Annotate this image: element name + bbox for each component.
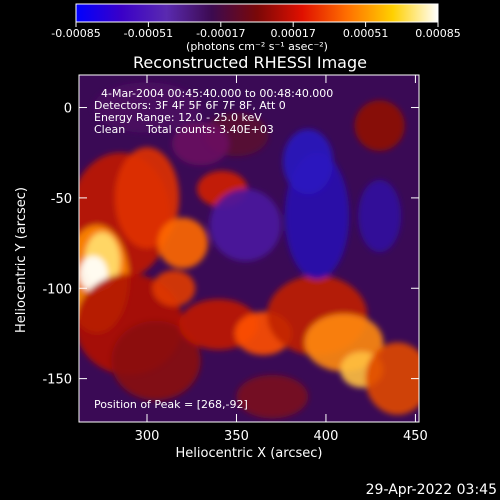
annotation-detectors: Detectors: 3F 4F 5F 6F 7F 8F, Att 0 [94, 99, 286, 112]
colorbar-tick-label: 0.00017 [270, 27, 316, 40]
x-tick-label: 300 [135, 429, 160, 444]
plot-frame [78, 74, 420, 423]
colorbar-tick-label: -0.00051 [124, 27, 173, 40]
colorbar-tick-label: 0.00085 [415, 27, 461, 40]
x-tick-label: 350 [224, 429, 249, 444]
annotation-clean: Clean [94, 123, 125, 136]
annotation-energy: Energy Range: 12.0 - 25.0 keV [94, 111, 262, 124]
footer-timestamp: 29-Apr-2022 03:45 [366, 482, 497, 498]
x-tick-label: 400 [314, 429, 339, 444]
x-axis-label: Heliocentric X (arcsec) [176, 446, 323, 461]
annotation-total-counts: Total counts: 3.40E+03 [145, 123, 274, 136]
chart-title: Reconstructed RHESSI Image [133, 53, 367, 72]
annotation-time-range: 4-Mar-2004 00:45:40.000 to 00:48:40.000 [101, 87, 333, 100]
y-tick-label: 0 [64, 102, 72, 117]
y-axis-label: Heliocentric Y (arcsec) [14, 187, 29, 333]
colorbar-ticks: -0.00085 -0.00051 -0.00017 0.00017 0.00051 0.… [51, 22, 461, 40]
y-tick-label: -150 [42, 373, 72, 388]
annotation-peak-position: Position of Peak = [268,-92] [94, 398, 248, 411]
colorbar-tick-label: 0.00051 [343, 27, 389, 40]
colorbar-tick-label: -0.00085 [51, 27, 100, 40]
y-tick-label: -50 [51, 192, 72, 207]
colorbar-unit-label: (photons cm⁻² s⁻¹ asec⁻²) [186, 40, 328, 53]
colorbar [75, 3, 439, 23]
colorbar-tick-label: -0.00017 [196, 27, 245, 40]
axis-ticks: 300 350 400 450 0 -50 -100 -150 [42, 75, 428, 444]
x-tick-label: 450 [403, 429, 428, 444]
y-tick-label: -100 [42, 282, 72, 297]
heatmap-image [79, 75, 419, 422]
